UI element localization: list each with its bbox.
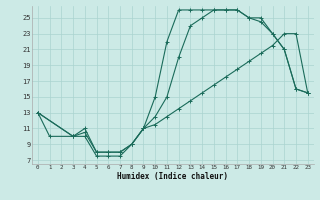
X-axis label: Humidex (Indice chaleur): Humidex (Indice chaleur) <box>117 172 228 181</box>
